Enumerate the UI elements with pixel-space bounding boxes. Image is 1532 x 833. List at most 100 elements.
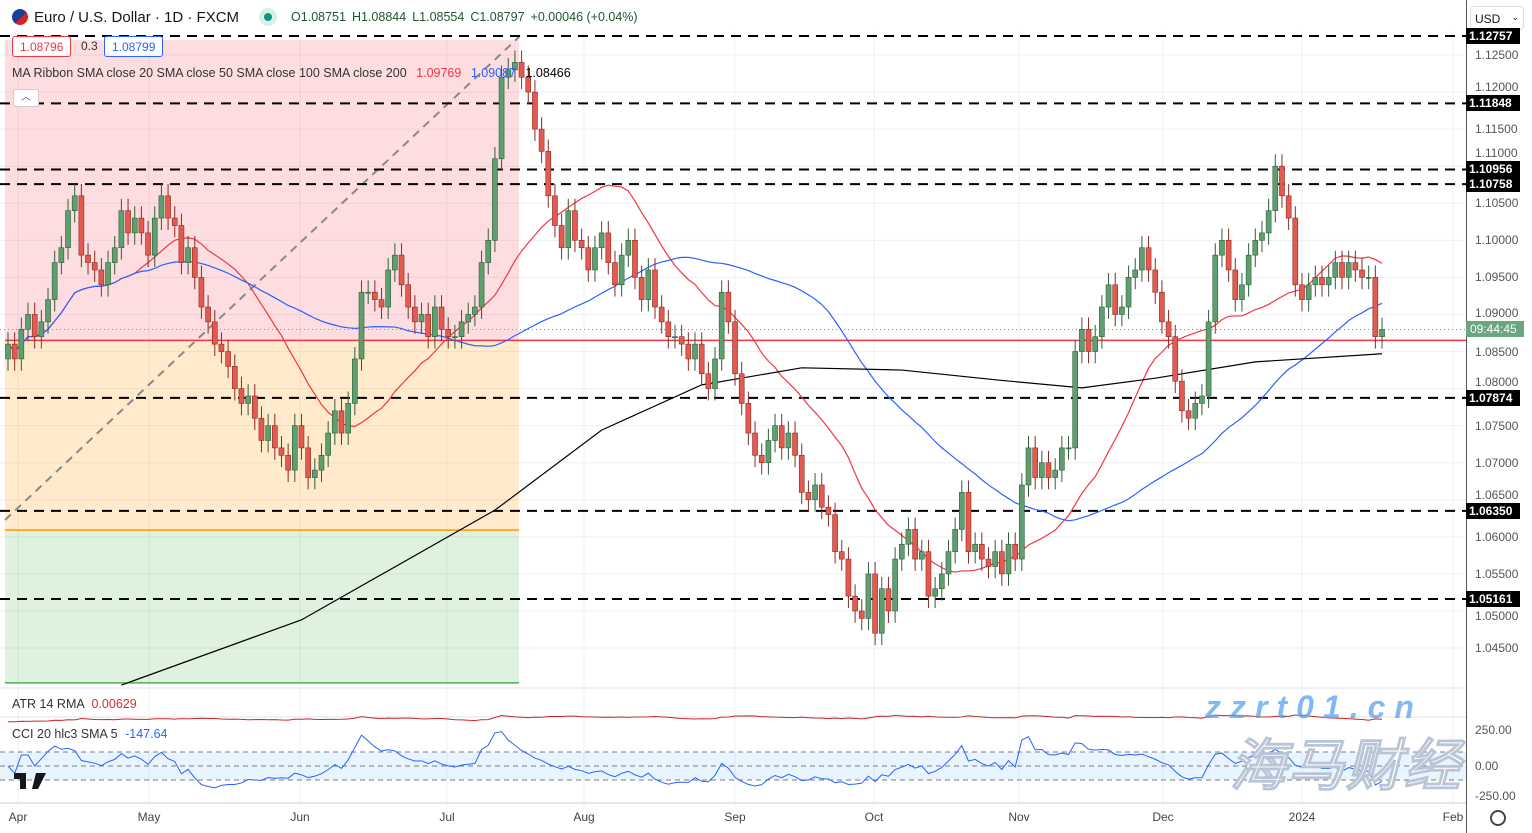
candle-body [1159, 291, 1165, 323]
price-tick: 1.12500 [1475, 48, 1519, 62]
collapse-legend-button[interactable]: ︿ [13, 89, 39, 107]
candle-body [398, 254, 405, 286]
spread-value: 0.3 [81, 39, 98, 53]
ohlc-close: C1.08797 [470, 10, 525, 24]
candle-body [432, 306, 438, 337]
candle-body [932, 588, 938, 597]
settings-gear-icon[interactable] [1490, 810, 1506, 826]
candle-body [498, 76, 505, 160]
price-tick: 1.08000 [1475, 374, 1519, 389]
candle [885, 576, 892, 623]
candle [718, 280, 725, 371]
candle-body [725, 291, 732, 323]
candle [845, 547, 852, 609]
candle [318, 443, 325, 482]
candle [412, 295, 418, 334]
candle [125, 198, 131, 245]
ohlc-change: +0.00046 (+0.04%) [530, 10, 638, 24]
candle-body [1352, 262, 1359, 271]
candle-body [225, 351, 231, 367]
candle-body [665, 321, 672, 337]
cci-legend[interactable]: CCI 20 hlc3 SMA 5 -147.64 [12, 727, 168, 741]
time-axis-label: Feb [1442, 810, 1464, 824]
tradingview-logo-icon[interactable] [14, 773, 46, 789]
candle [151, 206, 158, 268]
candle-body [58, 247, 65, 263]
ohlc-low: L1.08554 [412, 10, 465, 24]
candle [1199, 384, 1205, 416]
candle-body [705, 373, 712, 389]
symbol-title[interactable]: Euro / U.S. Dollar · 1D · FXCM [34, 8, 240, 26]
candle [1252, 228, 1259, 268]
candle [225, 339, 231, 379]
candle-body [1072, 351, 1078, 449]
candle-body [478, 262, 485, 308]
candle [1099, 295, 1105, 349]
candle-body [465, 314, 472, 323]
candle [418, 302, 425, 334]
candle-body [1319, 277, 1325, 286]
price-chart[interactable] [0, 0, 1466, 833]
candle [592, 235, 598, 282]
price-tick: 1.07500 [1475, 418, 1519, 433]
candle [545, 139, 552, 208]
candle-body [738, 373, 745, 404]
price-tick: 1.08500 [1475, 344, 1519, 359]
candle-body [565, 210, 572, 249]
candle-body [979, 543, 985, 560]
candle [205, 295, 211, 334]
candle-body [952, 529, 958, 552]
candle-body [1359, 269, 1365, 278]
candle [532, 80, 538, 141]
candle-body [218, 343, 225, 352]
candle [71, 183, 78, 223]
candle [265, 413, 271, 453]
sell-button[interactable]: 1.08796 [12, 36, 72, 57]
candle [392, 243, 398, 282]
candle-body [11, 343, 18, 360]
candle [772, 413, 778, 453]
price-axis[interactable]: 1.12500 1.12000 1.11500 1.11000 1.10500 1.100… [1466, 0, 1532, 833]
candle-body [292, 425, 298, 471]
candle [698, 332, 705, 386]
candle-body [1165, 321, 1172, 337]
price-tick: 1.06000 [1475, 529, 1519, 544]
candle-body [1139, 247, 1145, 271]
candle-body [452, 336, 458, 338]
candle-body [778, 425, 785, 449]
candle-body [65, 210, 71, 249]
time-axis-label: Apr [8, 810, 28, 824]
currency-select[interactable]: USD ⌄ [1470, 6, 1524, 30]
candle-body [78, 195, 85, 256]
candle [198, 265, 205, 319]
candle-body [1279, 165, 1285, 197]
candle-body [732, 321, 738, 375]
candle-body [885, 588, 892, 612]
candle-body [205, 306, 211, 323]
cci-value: -147.64 [125, 727, 168, 741]
candle-body [898, 543, 905, 560]
candle-body [238, 388, 245, 404]
atr-legend[interactable]: ATR 14 RMA 0.00629 [12, 697, 137, 711]
candle [858, 599, 865, 631]
candle [985, 547, 992, 579]
candle [245, 384, 251, 416]
ma-ribbon-legend[interactable]: MA Ribbon SMA close 20 SMA close 50 SMA … [12, 66, 577, 80]
buy-button[interactable]: 1.08799 [104, 36, 164, 57]
candle [585, 235, 592, 282]
candle [892, 547, 898, 623]
candle [1125, 265, 1132, 319]
cci-label: CCI 20 hlc3 SMA 5 [12, 727, 118, 741]
candle-body [145, 232, 151, 256]
candle [78, 183, 85, 268]
candle [852, 584, 858, 623]
candle [171, 206, 178, 238]
candle-body [745, 403, 752, 434]
candle [912, 517, 918, 571]
candle [1325, 265, 1332, 297]
sma50-line [7, 256, 1383, 522]
candle-body [1252, 240, 1259, 256]
candle-body [1372, 277, 1379, 337]
candle [672, 324, 678, 349]
candle-body [1212, 254, 1219, 323]
